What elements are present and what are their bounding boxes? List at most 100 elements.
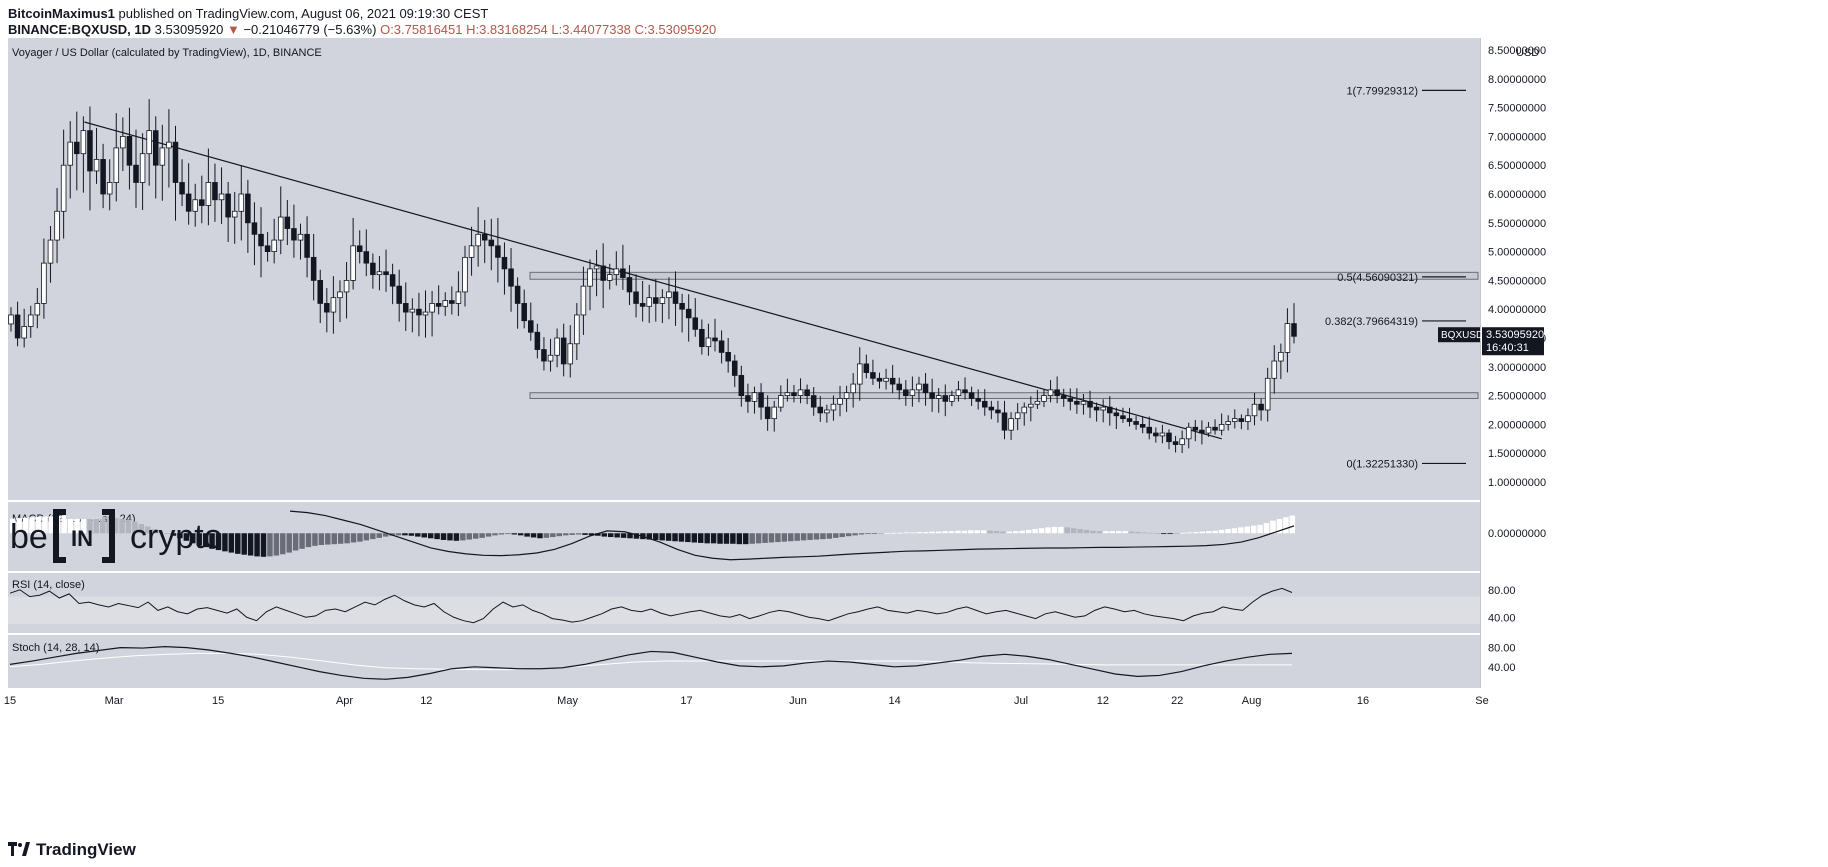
symbol-name[interactable]: BINANCE:BQXUSD, 1D [8,22,152,37]
candle-body-155 [1028,403,1034,408]
macd-bar-4 [35,516,42,534]
candle-body-137 [909,389,916,396]
candle-body-181 [1199,429,1205,434]
candle-body-102 [679,303,685,310]
candle-body-20 [139,153,146,183]
candle-body-122 [810,395,817,408]
macd-bar-157 [1019,530,1025,534]
candle-body-66 [442,300,449,307]
candle-body-195 [1291,323,1297,337]
macd-bar-168 [1090,530,1096,534]
candle-body-37 [251,222,258,235]
macd-bar-172 [1115,531,1122,534]
macd-bar-192 [1244,526,1251,534]
candle-body-34 [231,210,238,218]
stoch-pane[interactable]: Stoch (14, 28, 14) [9,642,1293,680]
candle-body-144 [955,389,962,396]
candle-body-48 [324,303,330,313]
candle-body-3 [27,314,34,327]
price-pane[interactable]: Voyager / US Dollar (calculated by Tradi… [8,47,1479,470]
candle-body-22 [152,130,159,166]
macd-bar-17 [119,518,125,534]
candle-body-129 [856,363,863,385]
candle-body-108 [718,340,725,353]
candle-body-113 [751,392,758,402]
candle-body-169 [1120,415,1126,420]
price-tick-label-9: 4.00000000 [1488,304,1546,316]
x-tick-label-3: Apr [336,695,353,707]
macd-bar-97 [633,533,640,539]
price-tick-label-6: 5.50000000 [1488,218,1546,230]
macd-bar-183 [1186,532,1193,534]
candle-body-9 [67,141,73,166]
symbol-header: BINANCE:BQXUSD, 1D 3.53095920 ▼ −0.21046… [8,22,716,37]
macd-bar-11 [80,515,87,534]
macd-bar-21 [145,526,151,534]
macd-bar-49 [325,533,331,545]
candles [8,99,1297,454]
macd-bar-24 [164,533,170,535]
macd-bar-47 [312,533,318,546]
candle-body-161 [1067,398,1074,402]
macd-bar-58 [382,533,389,537]
candle-body-25 [172,141,179,183]
candle-body-21 [146,130,152,155]
candle-body-151 [1001,412,1008,431]
x-tick-label-1: Mar [105,695,124,707]
tradingview-footer[interactable]: TradingView [8,840,136,860]
candle-body-57 [383,271,389,276]
candle-body-186 [1232,418,1238,422]
candle-body-5 [41,262,47,304]
candle-body-88 [587,268,593,287]
macd-bar-178 [1154,533,1161,535]
publish-header: BitcoinMaximus1 published on TradingView… [8,6,488,21]
candle-body-32 [218,193,225,201]
rsi-pane[interactable]: RSI (14, close) [8,579,1480,625]
candle-body-47 [317,279,324,304]
macd-bar-54 [357,533,363,542]
publisher-name[interactable]: BitcoinMaximus1 [8,6,115,21]
macd-bar-57 [376,533,382,538]
macd-bar-94 [614,533,620,538]
macd-bar-22 [151,529,157,534]
candle-body-157 [1041,395,1047,402]
candle-body-43 [291,228,297,241]
x-tick-label-10: 12 [1097,695,1109,707]
candle-body-4 [34,303,41,316]
candle-body-27 [185,193,192,212]
candle-body-127 [843,392,850,399]
macd-bar-41 [273,533,280,556]
macd-bar-68 [447,533,453,541]
macd-bar-105 [685,533,691,543]
candle-body-92 [613,268,620,276]
macd-bar-134 [871,533,878,535]
price-tick-label-13: 2.00000000 [1488,419,1546,431]
macd-bar-100 [653,533,659,540]
candle-body-99 [659,297,666,304]
candle-body-69 [462,256,468,293]
macd-bar-56 [370,533,376,540]
fib-label-3: 0(1.32251330) [1346,458,1418,470]
macd-bar-135 [878,533,884,535]
macd-bar-27 [183,533,190,541]
candle-body-178 [1179,438,1185,445]
macd-bar-110 [717,533,723,544]
macd-bar-125 [813,533,820,540]
price-tick-label-7: 5.00000000 [1488,247,1546,259]
candle-body-104 [692,317,699,330]
macd-bar-82 [537,533,543,539]
candle-body-187 [1238,418,1245,422]
candle-body-31 [212,182,218,201]
macd-bar-99 [646,533,653,540]
macd-bar-6 [48,516,55,534]
candle-body-54 [363,251,370,264]
macd-pane[interactable]: MACD (12, 26, close, 24) [10,510,1296,561]
macd-bar-115 [749,533,755,544]
x-tick-label-5: May [557,695,578,707]
macd-bar-188 [1218,529,1225,534]
candle-body-73 [488,239,495,247]
candle-body-77 [514,285,521,304]
macd-bar-123 [800,533,807,541]
macd-bar-33 [222,533,228,552]
